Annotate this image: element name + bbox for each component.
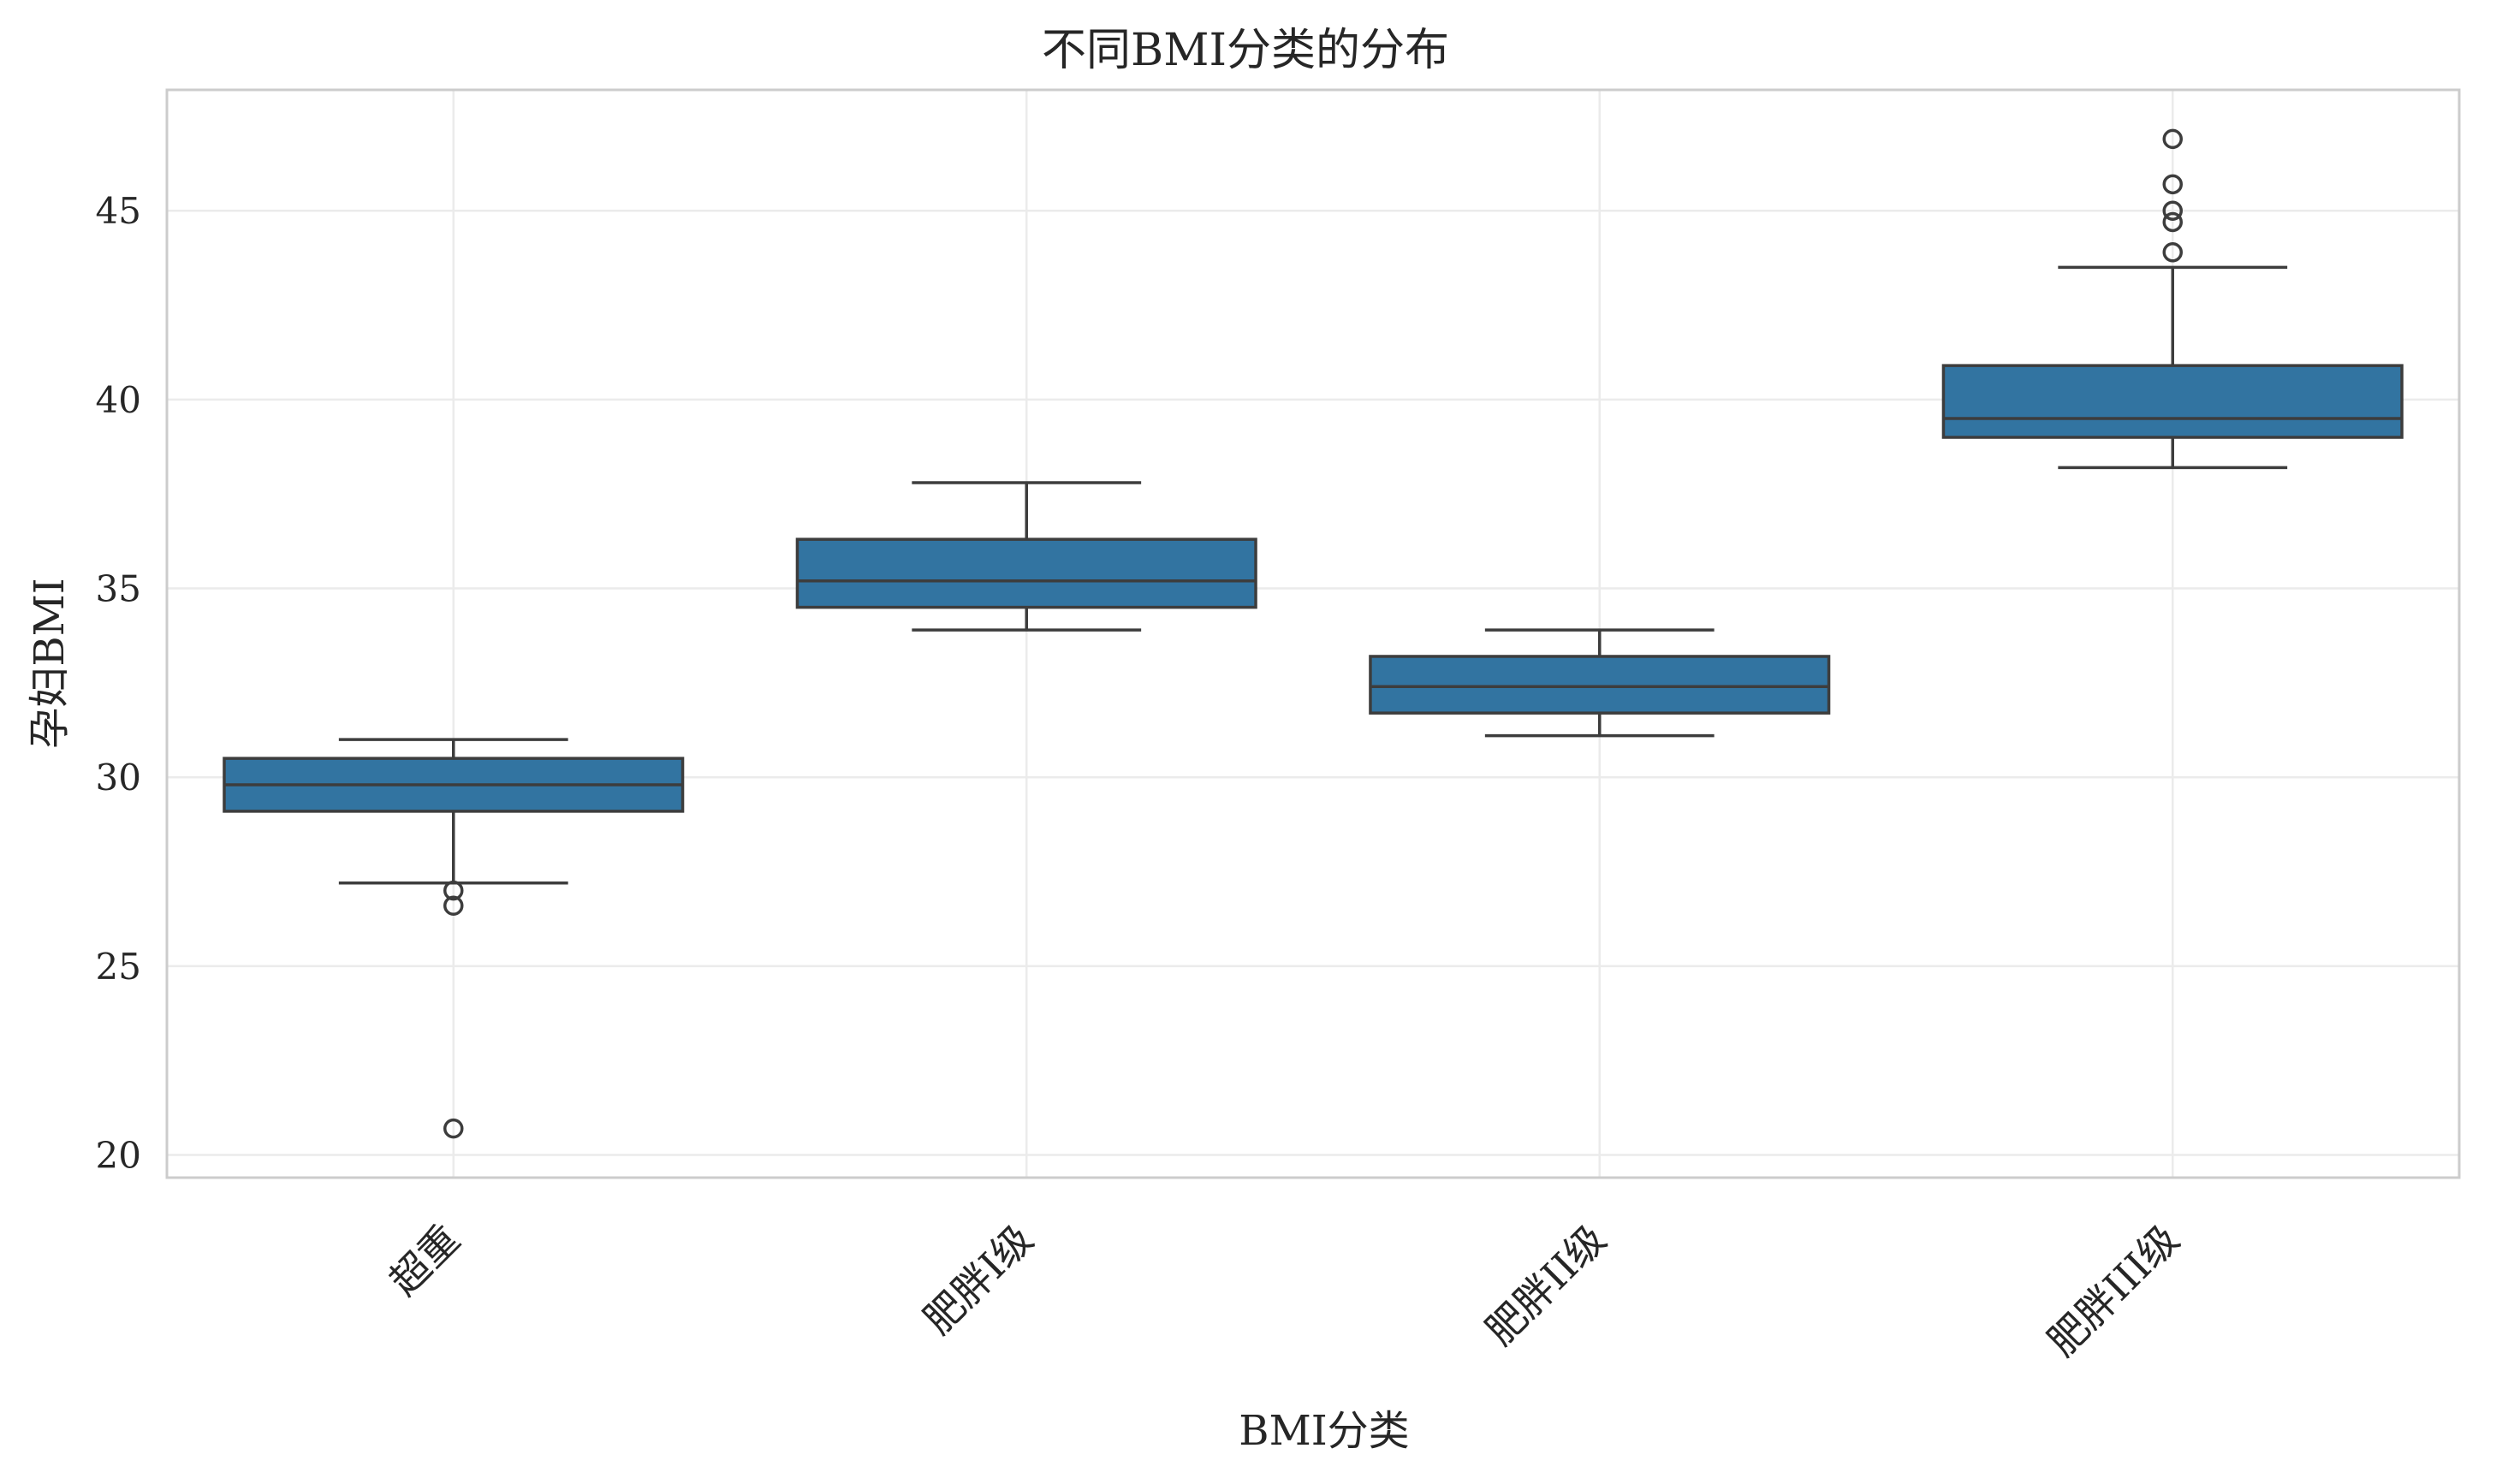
x-tick-label: 超重	[380, 1216, 468, 1304]
boxes-layer	[223, 128, 2404, 1139]
outlier-point	[443, 895, 464, 916]
y-tick-label: 30	[96, 757, 141, 798]
y-tick-label: 35	[96, 568, 141, 610]
outlier-point	[2162, 200, 2183, 221]
x-tick-label: 肥胖III级	[2039, 1216, 2188, 1365]
outlier-point	[2162, 174, 2183, 195]
x-axis-label: BMI分类	[1239, 1407, 1409, 1455]
x-tick-label: 肥胖II级	[1477, 1216, 1614, 1354]
grid-layer	[167, 90, 2459, 1178]
box-group	[1369, 628, 1831, 738]
outlier-point	[2162, 128, 2183, 150]
iqr-box	[1369, 655, 1831, 715]
outlier-point	[2162, 242, 2183, 263]
y-tick-label: 20	[96, 1135, 141, 1177]
chart-title: 不同BMI分类的分布	[1042, 25, 1449, 76]
x-tick-label: 肥胖I级	[914, 1216, 1042, 1344]
x-ticks: 超重 肥胖I级 肥胖II级 肥胖III级	[380, 1216, 2188, 1365]
outlier-point	[443, 880, 464, 901]
outlier-point	[2162, 211, 2183, 233]
box-group	[1941, 128, 2404, 470]
y-ticks: 20 25 30 35 40 45	[96, 190, 141, 1176]
outlier-point	[443, 1118, 464, 1139]
box-group	[795, 481, 1257, 632]
y-tick-label: 45	[96, 190, 141, 232]
y-tick-label: 25	[96, 946, 141, 988]
plot-frame	[165, 88, 2461, 1179]
iqr-box	[1941, 364, 2404, 439]
box-group	[223, 738, 685, 1139]
y-axis-label: 孕妇BMI	[26, 578, 74, 748]
y-tick-label: 40	[96, 379, 141, 421]
iqr-box	[795, 537, 1257, 609]
